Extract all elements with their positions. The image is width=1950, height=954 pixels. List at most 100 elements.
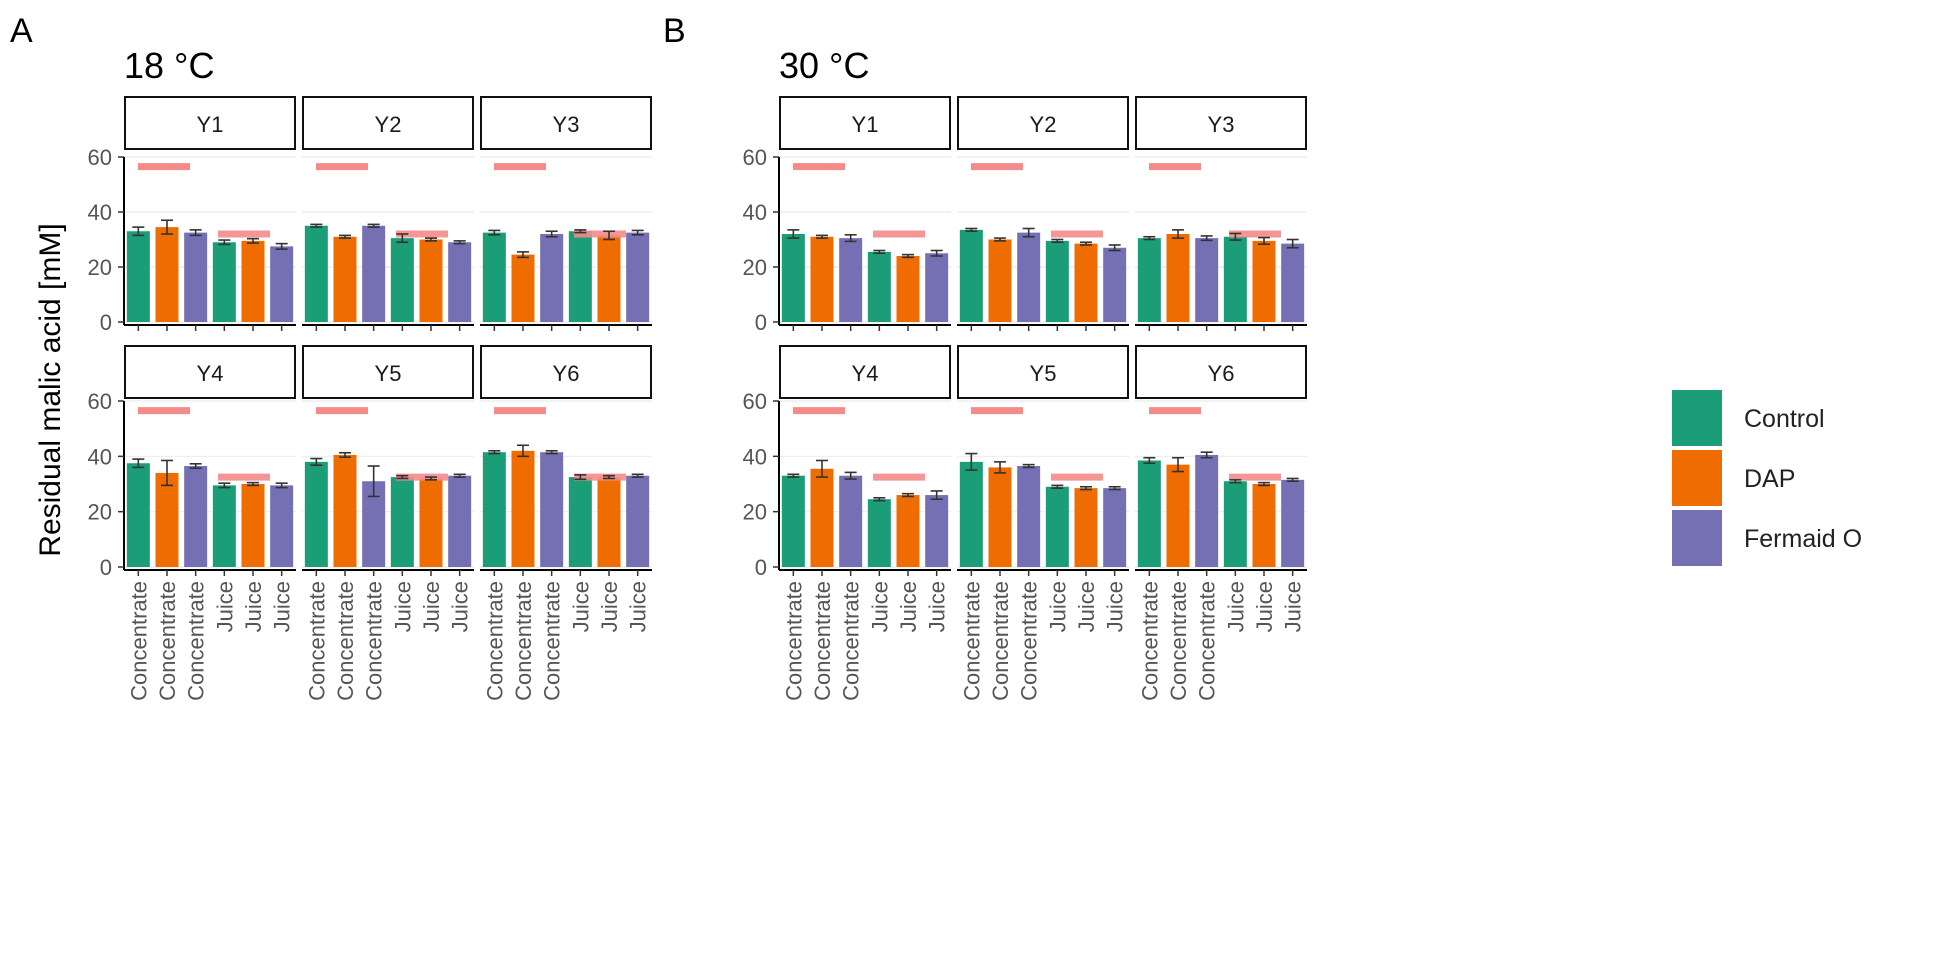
- facet-strip: [1135, 96, 1307, 150]
- error-bar: [545, 449, 558, 455]
- error-bar: [603, 474, 615, 480]
- error-bar: [1229, 479, 1242, 484]
- error-bar: [339, 451, 351, 458]
- y-tick-label: 60: [743, 389, 767, 414]
- error-bar: [994, 461, 1006, 474]
- bar-fermaid-concentrate: [839, 238, 863, 322]
- x-tick-label: Concentrate: [362, 581, 387, 701]
- x-tick-label: Concentrate: [810, 581, 835, 701]
- bar-dap-juice: [597, 235, 621, 322]
- error-bar: [1200, 235, 1213, 242]
- y-tick-label: 0: [755, 310, 767, 335]
- facet-Y2: Y2: [302, 96, 474, 331]
- bar-dap-concentrate: [1166, 464, 1190, 567]
- x-tick-label: Juice: [925, 581, 950, 632]
- error-bar: [1051, 238, 1064, 244]
- facet-strip: [779, 96, 951, 150]
- bar-fermaid-concentrate: [839, 475, 863, 567]
- bar-dap-concentrate: [988, 467, 1012, 567]
- legend-item-dap: DAP: [1672, 450, 1795, 506]
- bar-dap-juice: [241, 484, 265, 567]
- x-tick-label: Concentrate: [304, 581, 329, 701]
- bar-fermaid-juice: [626, 232, 650, 322]
- panel-title: 18 °C: [124, 45, 214, 86]
- bar-fermaid-juice: [1281, 243, 1305, 322]
- y-tick-label: 0: [100, 555, 112, 580]
- y-tick-label: 40: [88, 200, 112, 225]
- error-bar: [425, 476, 437, 481]
- error-bar: [873, 497, 886, 502]
- error-bar: [132, 458, 145, 469]
- facet-strip: [957, 345, 1129, 399]
- error-bar: [1258, 236, 1270, 245]
- y-axis-label: Residual malic acid [mM]: [34, 223, 67, 556]
- x-tick-label: Juice: [896, 581, 921, 632]
- bar-fermaid-concentrate: [362, 225, 386, 322]
- x-tick-label: Juice: [270, 581, 295, 632]
- error-bar: [574, 229, 587, 234]
- bar-dap-juice: [1252, 484, 1276, 567]
- error-bar: [631, 473, 644, 478]
- error-bar: [339, 234, 351, 239]
- x-tick-label: Juice: [597, 581, 622, 632]
- bar-fermaid-juice: [925, 253, 949, 322]
- x-tick-label: Concentrate: [482, 581, 507, 701]
- bar-control-concentrate: [781, 475, 805, 567]
- error-bar: [396, 233, 409, 244]
- x-tick-label: Concentrate: [1195, 581, 1220, 701]
- bar-control-concentrate: [1137, 238, 1161, 322]
- facet-strip-label: Y3: [553, 112, 580, 137]
- bar-control-concentrate: [126, 463, 150, 567]
- bar-fermaid-juice: [448, 475, 472, 567]
- bar-dap-juice: [896, 256, 920, 322]
- x-tick-label: Juice: [1074, 581, 1099, 632]
- error-bar: [517, 444, 529, 458]
- bar-fermaid-concentrate: [1017, 466, 1041, 567]
- error-bar: [844, 471, 857, 480]
- legend-label: DAP: [1744, 465, 1795, 493]
- x-tick-label: Juice: [626, 581, 651, 632]
- error-bar: [1286, 477, 1299, 483]
- x-tick-label: Concentrate: [333, 581, 358, 701]
- bar-fermaid-concentrate: [1195, 238, 1219, 322]
- bar-dap-juice: [419, 478, 443, 567]
- y-tick-label: 0: [100, 310, 112, 335]
- bar-control-juice: [390, 477, 414, 567]
- y-tick-label: 40: [743, 444, 767, 469]
- bar-fermaid-juice: [1281, 479, 1305, 567]
- facet-Y1: Y1 0 20 40 60: [88, 96, 296, 335]
- x-tick-label: Juice: [568, 581, 593, 632]
- error-bar: [425, 237, 437, 242]
- error-bar: [189, 463, 202, 470]
- bar-control-juice: [568, 477, 592, 567]
- bar-control-juice: [867, 499, 891, 567]
- x-tick-label: Juice: [390, 581, 415, 632]
- facet-Y2: Y2: [957, 96, 1129, 331]
- x-tick-label: Concentrate: [1017, 581, 1042, 701]
- error-bar: [275, 482, 288, 489]
- bar-fermaid-concentrate: [184, 232, 208, 322]
- error-bar: [965, 227, 978, 233]
- error-bar: [1080, 241, 1092, 246]
- y-tick-label: 20: [743, 500, 767, 525]
- error-bar: [247, 481, 259, 487]
- bar-fermaid-concentrate: [540, 234, 564, 322]
- error-bar: [488, 229, 501, 236]
- error-bar: [1143, 456, 1156, 465]
- facet-strip: [302, 345, 474, 399]
- error-bar: [1108, 485, 1121, 491]
- x-tick-label: Juice: [1281, 581, 1306, 632]
- bar-fermaid-juice: [925, 495, 949, 567]
- error-bar: [1080, 485, 1092, 491]
- error-bar: [310, 457, 323, 466]
- error-bar: [816, 234, 828, 239]
- facet-strip: [124, 96, 296, 150]
- facet-strip: [480, 345, 652, 399]
- facet-strip-label: Y6: [1208, 361, 1235, 386]
